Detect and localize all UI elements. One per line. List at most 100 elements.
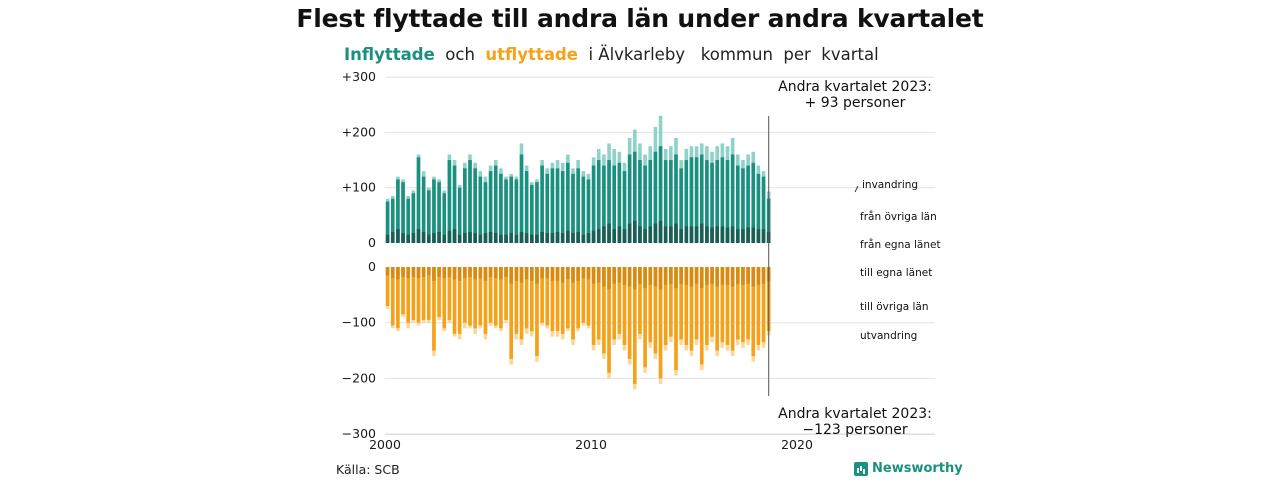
y-tick-label: +200 — [342, 124, 376, 139]
bar-in-other — [602, 165, 606, 243]
bar-in-other — [473, 168, 477, 243]
bar-out-own — [736, 267, 740, 284]
bar-in-other — [509, 176, 513, 243]
series-label-till-ovriga-lan: till övriga län — [860, 301, 929, 313]
bar-out-other — [540, 267, 544, 323]
subtitle-och: och — [445, 45, 475, 64]
bar-out-other — [725, 267, 730, 345]
bar-in-other — [658, 146, 663, 243]
bar-out-own — [699, 267, 704, 289]
bar-in-other — [493, 165, 498, 243]
bar-out-other — [560, 267, 565, 334]
bar-out-own — [401, 267, 405, 278]
bar-in-other — [684, 160, 689, 243]
bar-out-own — [421, 267, 426, 278]
bar-in-own — [457, 234, 462, 243]
bar-out-other — [478, 267, 483, 326]
bar-out-own — [679, 267, 683, 284]
bar-in-other — [638, 160, 642, 243]
series-label-utvandring: utvandring — [860, 330, 917, 342]
bar-out-own — [591, 267, 596, 284]
bar-out-other — [638, 267, 642, 334]
bar-in-own — [679, 229, 683, 243]
bar-in-own — [545, 233, 550, 243]
bar-in-other — [622, 171, 627, 243]
bar-out-other — [493, 267, 498, 326]
bar-out-other — [705, 267, 709, 345]
bar-out-own — [725, 267, 730, 285]
bar-in-other — [607, 160, 611, 243]
bar-out-own — [643, 267, 647, 289]
bar-out-own — [514, 267, 519, 281]
bar-in-other — [421, 176, 426, 243]
bar-in-own — [586, 233, 591, 243]
annotation-bottom-line1: Andra kvartalet 2023: — [778, 406, 932, 422]
bar-in-other — [571, 173, 575, 243]
bar-out-other — [488, 267, 493, 323]
bar-out-other — [530, 267, 534, 332]
bar-out-own — [648, 267, 653, 285]
bar-out-other — [524, 267, 529, 329]
annotation-top-line2: + 93 personer — [805, 95, 906, 111]
bar-in-other — [457, 187, 462, 243]
bar-out-own — [499, 267, 503, 280]
invandring-pointer — [854, 185, 859, 193]
y-tick-label: 0 — [368, 259, 376, 274]
bar-out-own — [684, 267, 689, 285]
bar-out-other — [406, 267, 410, 323]
bar-in-other — [447, 160, 452, 243]
bar-in-other — [617, 162, 622, 243]
bar-out-other — [653, 267, 658, 354]
bar-out-own — [411, 267, 416, 278]
bar-in-own — [633, 220, 637, 243]
bar-in-own — [689, 226, 694, 243]
bar-out-own — [720, 267, 725, 285]
bar-out-own — [478, 267, 483, 279]
bar-in-own — [555, 231, 560, 243]
newsworthy-chart-icon — [854, 461, 868, 476]
bar-out-own — [730, 267, 735, 287]
bar-out-own — [437, 267, 441, 278]
bar-out-own — [663, 267, 668, 285]
bar-in-own — [699, 223, 704, 243]
bar-out-own — [385, 267, 390, 276]
bar-out-other — [545, 267, 550, 326]
bar-out-other — [504, 267, 508, 320]
bar-out-other — [555, 267, 560, 332]
bar-in-other — [550, 168, 555, 243]
bar-out-other — [432, 267, 436, 351]
bar-out-other — [746, 267, 750, 340]
bar-out-other — [633, 267, 637, 384]
bar-in-other — [633, 151, 637, 243]
bar-in-own — [643, 229, 647, 243]
bar-in-other — [705, 160, 709, 243]
bar-out-other — [468, 267, 472, 326]
bar-in-own — [530, 234, 534, 243]
bar-in-own — [576, 231, 580, 243]
bar-in-own — [617, 226, 622, 243]
bar-out-other — [674, 267, 678, 371]
bar-in-own — [396, 229, 400, 243]
bar-in-own — [653, 223, 658, 243]
bar-in-other — [730, 154, 735, 243]
bar-out-other — [627, 267, 632, 359]
bar-out-own — [442, 267, 447, 279]
bar-out-other — [586, 267, 591, 326]
bar-in-other — [396, 179, 400, 243]
bar-out-other — [514, 267, 519, 334]
bar-in-other — [401, 182, 405, 243]
source-label: Källa: SCB — [336, 462, 400, 477]
bar-in-own — [684, 226, 689, 243]
bar-in-other — [566, 162, 570, 243]
bar-out-own — [524, 267, 529, 280]
subtitle-utflyttade: utflyttade — [485, 45, 578, 64]
bar-out-other — [689, 267, 694, 351]
bar-in-own — [663, 226, 668, 243]
bar-in-other — [694, 157, 699, 243]
bar-in-other — [545, 173, 550, 243]
bar-out-other — [442, 267, 447, 329]
bar-out-own — [596, 267, 601, 283]
bar-out-other — [761, 267, 766, 343]
bar-out-other — [473, 267, 477, 329]
bar-in-own — [612, 229, 616, 243]
